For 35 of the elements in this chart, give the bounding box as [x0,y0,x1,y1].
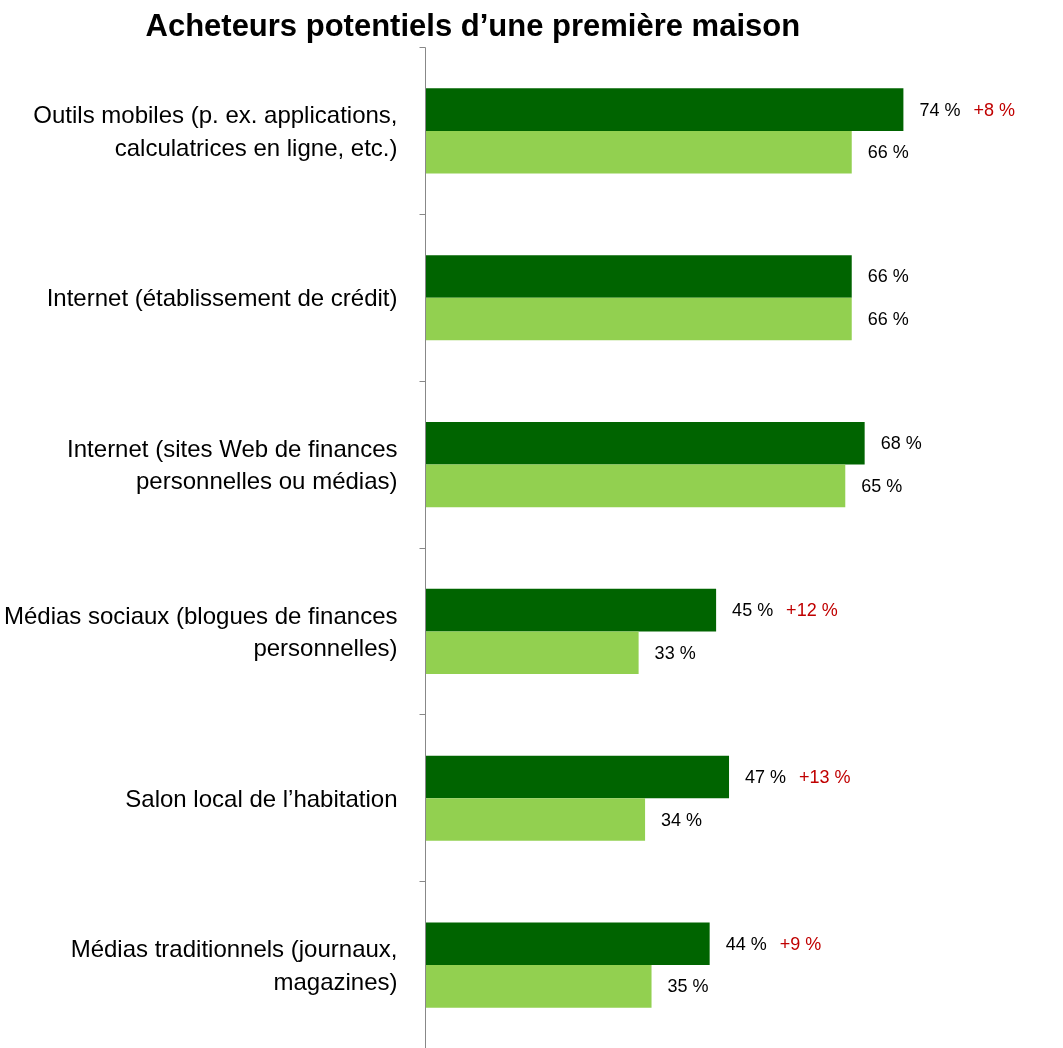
annotation: +13 % [799,766,851,787]
bar [425,965,652,1008]
data-label: 34 % [661,809,703,830]
data-label: 66 % [867,142,909,163]
annotation: +9 % [779,933,822,954]
bar [425,297,852,341]
bar [425,255,852,298]
data-label: 74 % [919,99,961,120]
data-label: 65 % [861,475,903,496]
text: +8 % [973,99,1015,120]
y-tick-label: Outils mobiles (p. ex. applications, calculatrices en ligne, etc.) [33,101,398,161]
data-label: 35 % [667,976,709,997]
data-label: 66 % [867,309,909,330]
y-tick-label: Internet (sites Web de finances personnelles ou médias) [67,434,398,495]
y-tick-label: Médias sociaux (blogues de finances personnelles) [3,601,398,662]
annotation: +12 % [786,600,838,621]
y-tick-label: Salon local de l’habitation [125,784,398,812]
y-tick-label: Internet (établissement de crédit) [46,284,398,312]
data-label: 33 % [654,642,696,663]
bar [425,422,865,465]
y-tick-label: Médias traditionnels (journaux, magazines) [70,935,398,995]
bar [425,464,846,508]
bar [425,88,904,131]
bar [425,588,717,632]
data-label: 66 % [867,266,909,287]
chart-title: Acheteurs potentiels d’une première maison [145,7,801,43]
data-label: 68 % [880,433,922,454]
bar [425,130,852,174]
bar [425,755,730,799]
bar [425,922,710,966]
data-label: 47 % [745,766,787,787]
data-label: 45 % [732,600,774,621]
bar [425,798,646,841]
data-label: 44 % [725,933,767,954]
bar [425,631,639,674]
